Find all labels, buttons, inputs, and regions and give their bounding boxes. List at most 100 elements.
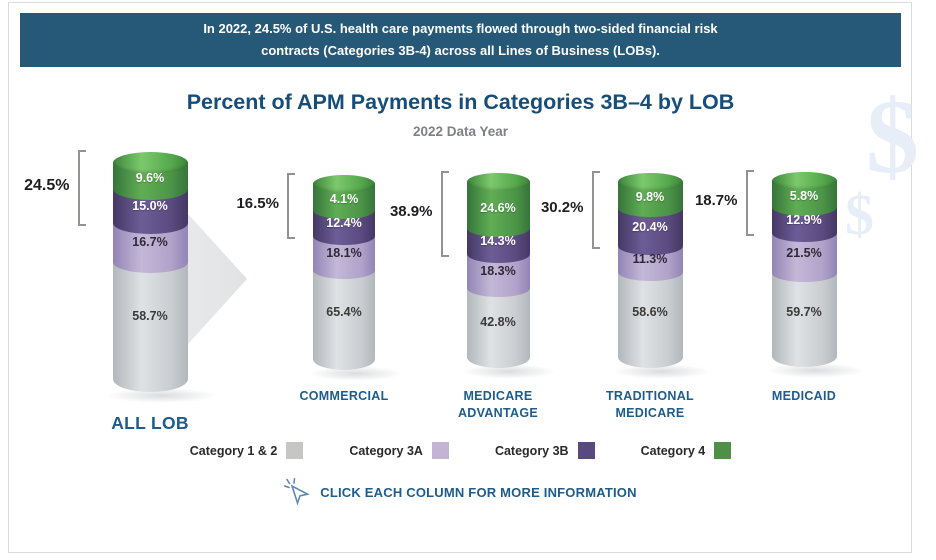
segment-boundary-curve — [771, 198, 837, 216]
segment-value-label: 14.3% — [480, 234, 516, 249]
legend-swatch — [431, 442, 449, 459]
legend-item-category-4: Category 4 — [641, 442, 732, 459]
cylinder-top-cap — [313, 175, 375, 193]
cylinder-top-cap — [112, 152, 188, 174]
segment-value-label: 16.7% — [132, 235, 168, 250]
segment-value-label: 9.6% — [135, 170, 165, 185]
bracket-total-label: 18.7% — [694, 192, 738, 210]
bracket-3b4 — [745, 170, 754, 236]
segment-boundary-curve — [112, 250, 188, 273]
segment-value-label: 58.6% — [632, 305, 668, 320]
legend-item-category-1-2: Category 1 & 2 — [190, 442, 304, 459]
segment-value-label: 59.7% — [786, 305, 822, 320]
segment-value-label: 12.9% — [786, 213, 822, 227]
segment-category-1-2[interactable]: 65.4% — [313, 269, 375, 370]
segment-category-1-2[interactable]: 42.8% — [466, 288, 530, 368]
segment-boundary-curve — [617, 262, 683, 281]
bracket-3b4 — [591, 171, 600, 249]
segment-category-4[interactable]: 5.8% — [771, 172, 837, 216]
banner-line-1: In 2022, 24.5% of U.S. health care payme… — [203, 20, 718, 36]
segment-category-4[interactable]: 9.8% — [617, 173, 683, 217]
segment-value-label: 5.8% — [789, 188, 819, 203]
bracket-total-label: 24.5% — [24, 176, 70, 194]
column-shadow — [612, 364, 710, 379]
segment-category-1-2[interactable]: 58.6% — [617, 271, 683, 368]
segment-boundary-curve — [313, 201, 375, 219]
bracket-total-label: 38.9% — [389, 203, 433, 221]
cylinder-top-cap — [466, 173, 530, 191]
column-label-commercial: COMMERCIAL — [299, 389, 389, 403]
segment-boundary-curve — [617, 236, 683, 255]
segment-value-label: 18.1% — [326, 245, 362, 260]
column-medicare-advantage[interactable]: 24.6% 14.3% 18.3% 42.8% — [466, 173, 530, 368]
bracket-3b4 — [287, 173, 295, 239]
banner-line-2: contracts (Categories 3B-4) across all L… — [261, 43, 660, 58]
segment-boundary-curve — [771, 263, 837, 282]
dollar-watermark-large: $ — [866, 78, 919, 195]
bracket-3b4 — [440, 171, 449, 258]
column-all-lob[interactable]: 9.6% 15.0% 16.7% 58.7% — [112, 152, 188, 392]
bracket-total-label: 30.2% — [540, 199, 584, 217]
segment-category-3b[interactable]: 14.3% — [466, 227, 530, 264]
header-banner: In 2022, 24.5% of U.S. health care payme… — [20, 13, 901, 67]
column-shadow — [461, 364, 557, 379]
footer-note-text: CLICK EACH COLUMN FOR MORE INFORMATION — [320, 484, 637, 500]
segment-boundary-curve — [112, 212, 188, 235]
legend-label: Category 1 & 2 — [189, 443, 278, 458]
segment-category-4[interactable]: 24.6% — [466, 173, 530, 237]
segment-boundary-curve — [466, 245, 530, 264]
segment-value-label: 21.5% — [786, 245, 822, 260]
chart-subtitle: 2022 Data Year — [412, 124, 509, 139]
column-label-traditional-medicare: TRADITIONAL MEDICARE — [605, 389, 694, 420]
legend-item-category-3b: Category 3B — [495, 442, 595, 459]
segment-boundary-curve — [112, 178, 188, 200]
segment-boundary-curve — [313, 260, 375, 279]
legend-label: Category 4 — [640, 443, 706, 458]
column-shadow — [766, 363, 864, 378]
segment-boundary-curve — [617, 199, 683, 217]
segment-value-label: 11.3% — [632, 251, 668, 266]
column-label-medicaid: MEDICAID — [771, 389, 837, 403]
segment-boundary-curve — [313, 227, 375, 245]
column-commercial[interactable]: 4.1% 12.4% 18.1% 65.4% — [313, 175, 375, 370]
bracket-total-label: 16.5% — [236, 195, 279, 213]
segment-category-1-2[interactable]: 58.7% — [112, 261, 188, 392]
segment-value-label: 20.4% — [632, 219, 668, 234]
footer-note: CLICK EACH COLUMN FOR MORE INFORMATION — [8, 478, 913, 506]
segment-boundary-curve — [466, 218, 530, 237]
legend: Category 1 & 2 Category 3A Category 3B Cate… — [8, 442, 913, 459]
chart-title: Percent of APM Payments in Categories 3B… — [186, 90, 735, 114]
segment-value-label: 65.4% — [326, 304, 362, 319]
legend-label: Category 3A — [349, 443, 423, 458]
click-cursor-icon — [284, 478, 311, 506]
segment-category-1-2[interactable]: 59.7% — [771, 272, 837, 367]
column-label-medicare-advantage: MEDICARE ADVANTAGE — [457, 389, 538, 420]
cylinder-top-cap — [617, 173, 683, 191]
column-label-all-lob: ALL LOB — [111, 413, 189, 433]
segment-value-label: 4.1% — [329, 191, 359, 206]
bracket-3b4 — [77, 150, 86, 227]
legend-swatch — [714, 442, 732, 459]
legend-swatch — [577, 442, 595, 459]
column-shadow — [105, 388, 218, 403]
dollar-watermark-small: $ — [845, 182, 874, 247]
legend-item-category-3a: Category 3A — [349, 442, 449, 459]
segment-category-4[interactable]: 9.6% — [112, 152, 188, 200]
segment-value-label: 24.6% — [480, 200, 516, 215]
column-shadow — [308, 366, 402, 381]
segment-value-label: 58.7% — [132, 309, 168, 324]
legend-swatch — [286, 442, 304, 459]
column-traditional-medicare[interactable]: 9.8% 20.4% 11.3% 58.6% — [617, 173, 683, 368]
cylinder-top-cap — [771, 172, 837, 190]
column-medicaid[interactable]: 5.8% 12.9% 21.5% 59.7% — [771, 172, 837, 367]
segment-boundary-curve — [771, 224, 837, 242]
segment-value-label: 12.4% — [326, 216, 362, 230]
segment-value-label: 18.3% — [480, 264, 516, 279]
legend-label: Category 3B — [494, 443, 569, 458]
segment-category-4[interactable]: 4.1% — [313, 175, 375, 219]
segment-value-label: 9.8% — [635, 189, 665, 204]
segment-value-label: 15.0% — [132, 199, 168, 214]
segment-boundary-curve — [466, 279, 530, 298]
